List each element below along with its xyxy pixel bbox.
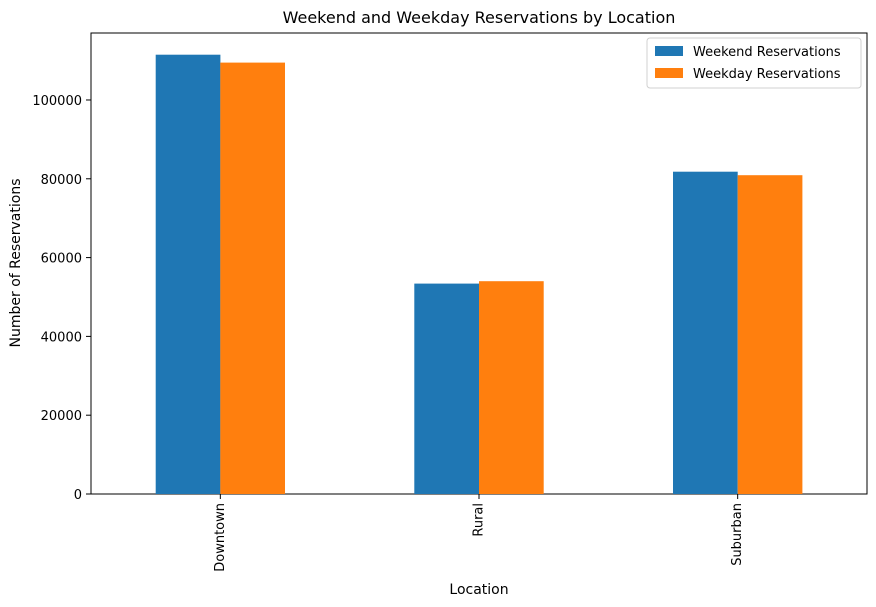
y-axis-ticks: 0 20000 40000 60000 80000 100000	[32, 94, 91, 503]
y-tick-label: 100000	[32, 94, 82, 109]
y-tick-label: 80000	[41, 173, 82, 188]
legend-swatch-0	[655, 46, 683, 56]
bar-rural-weekday-reservations	[479, 281, 544, 494]
legend-label-0: Weekend Reservations	[693, 45, 841, 60]
y-tick-label: 20000	[41, 409, 82, 424]
bar-downtown-weekday-reservations	[220, 62, 285, 494]
bar-rural-weekend-reservations	[414, 283, 479, 494]
bars-group	[155, 54, 803, 494]
x-axis-label: Location	[449, 582, 508, 598]
bar-suburban-weekend-reservations	[673, 171, 738, 494]
legend-label-1: Weekday Reservations	[693, 67, 841, 82]
bar-downtown-weekend-reservations	[155, 54, 221, 494]
x-tick-label-downtown: Downtown	[213, 503, 228, 572]
y-axis-label: Number of Reservations	[8, 179, 24, 348]
x-axis-ticks: Downtown Rural Suburban	[213, 494, 745, 572]
y-tick-label: 40000	[41, 330, 82, 345]
bar-suburban-weekday-reservations	[737, 175, 803, 494]
legend-frame	[646, 37, 862, 89]
chart-title: Weekend and Weekday Reservations by Loca…	[283, 8, 676, 27]
y-tick-label: 60000	[41, 252, 82, 267]
legend: Weekend Reservations Weekday Reservations	[646, 37, 862, 89]
x-tick-label-suburban: Suburban	[730, 503, 745, 566]
y-tick-label: 0	[74, 488, 82, 503]
legend-swatch-1	[655, 68, 683, 78]
x-tick-label-rural: Rural	[472, 503, 487, 537]
